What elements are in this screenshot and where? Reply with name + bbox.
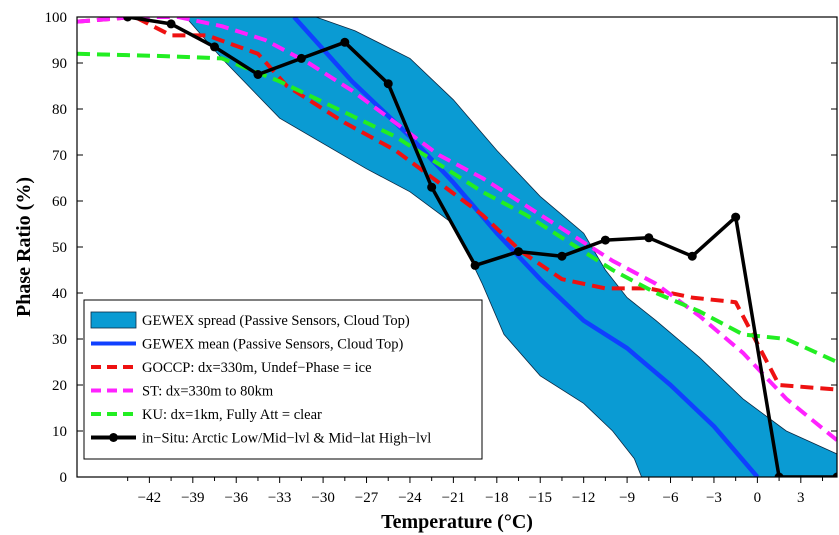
y-tick-label: 50 xyxy=(52,240,67,256)
y-tick-label: 20 xyxy=(52,378,67,394)
legend-swatch-band xyxy=(90,311,137,329)
insitu-marker-16 xyxy=(832,472,837,477)
insitu-marker-7 xyxy=(427,182,437,192)
insitu-marker-13 xyxy=(687,251,697,261)
y-tick-label: 70 xyxy=(52,148,67,164)
legend-label: GOCCP: dx=330m, Undef−Phase = ice xyxy=(142,360,372,376)
y-tick-label: 40 xyxy=(52,286,67,302)
y-tick-label: 10 xyxy=(52,424,67,440)
insitu-marker-8 xyxy=(470,260,480,270)
x-tick-label: −12 xyxy=(572,490,595,506)
x-tick-label: −24 xyxy=(398,490,422,506)
insitu-marker-2 xyxy=(210,42,220,52)
y-tick-label: 80 xyxy=(52,102,67,118)
insitu-marker-12 xyxy=(644,233,654,243)
x-tick-label: −42 xyxy=(138,490,161,506)
x-tick-label: −3 xyxy=(706,490,722,506)
series-line-0 xyxy=(292,17,760,477)
legend-label: ST: dx=330m to 80km xyxy=(142,384,274,400)
y-tick-label: 90 xyxy=(52,56,67,72)
series-line-3 xyxy=(77,51,837,364)
legend-box xyxy=(83,299,483,460)
legend-swatch-marker xyxy=(109,433,118,442)
y-axis-title: Phase Ratio (%) xyxy=(13,177,35,317)
legend-label: GEWEX spread (Passive Sensors, Cloud Top… xyxy=(142,313,410,329)
x-tick-label: −6 xyxy=(663,490,679,506)
insitu-marker-1 xyxy=(166,19,176,29)
x-tick-label: −30 xyxy=(311,490,334,506)
insitu-marker-9 xyxy=(514,247,524,257)
insitu-marker-10 xyxy=(557,251,567,261)
x-axis-title: Temperature (°C) xyxy=(381,511,533,533)
x-tick-label: −27 xyxy=(355,490,379,506)
y-tick-label: 60 xyxy=(52,194,67,210)
y-tick-label: 30 xyxy=(52,332,67,348)
insitu-marker-11 xyxy=(600,235,610,245)
x-tick-label: 0 xyxy=(754,490,762,506)
insitu-marker-5 xyxy=(340,37,350,47)
x-tick-label: −39 xyxy=(181,490,204,506)
y-tick-label: 0 xyxy=(60,470,68,486)
legend: GEWEX spread (Passive Sensors, Cloud Top… xyxy=(83,299,483,460)
x-tick-label: −36 xyxy=(225,490,249,506)
series-line-1 xyxy=(77,17,837,392)
insitu-marker-3 xyxy=(253,70,263,79)
series-line-2 xyxy=(77,17,837,442)
x-tick-label: −18 xyxy=(485,490,508,506)
insitu-marker-6 xyxy=(383,79,393,89)
x-tick-label: −21 xyxy=(442,490,465,506)
x-tick-label: −15 xyxy=(529,490,552,506)
insitu-marker-0 xyxy=(123,17,133,22)
insitu-marker-14 xyxy=(731,212,741,222)
y-tick-label: 100 xyxy=(45,10,68,26)
legend-label: in−Situ: Arctic Low/Mid−lvl & Mid−lat Hi… xyxy=(142,431,431,447)
x-tick-label: 3 xyxy=(797,490,805,506)
x-tick-label: −33 xyxy=(268,490,291,506)
legend-label: GEWEX mean (Passive Sensors, Cloud Top) xyxy=(142,337,403,353)
legend-label: KU: dx=1km, Fully Att = clear xyxy=(142,407,322,423)
insitu-marker-4 xyxy=(296,53,306,63)
insitu-marker-15 xyxy=(774,472,784,477)
x-tick-label: −9 xyxy=(619,490,635,506)
